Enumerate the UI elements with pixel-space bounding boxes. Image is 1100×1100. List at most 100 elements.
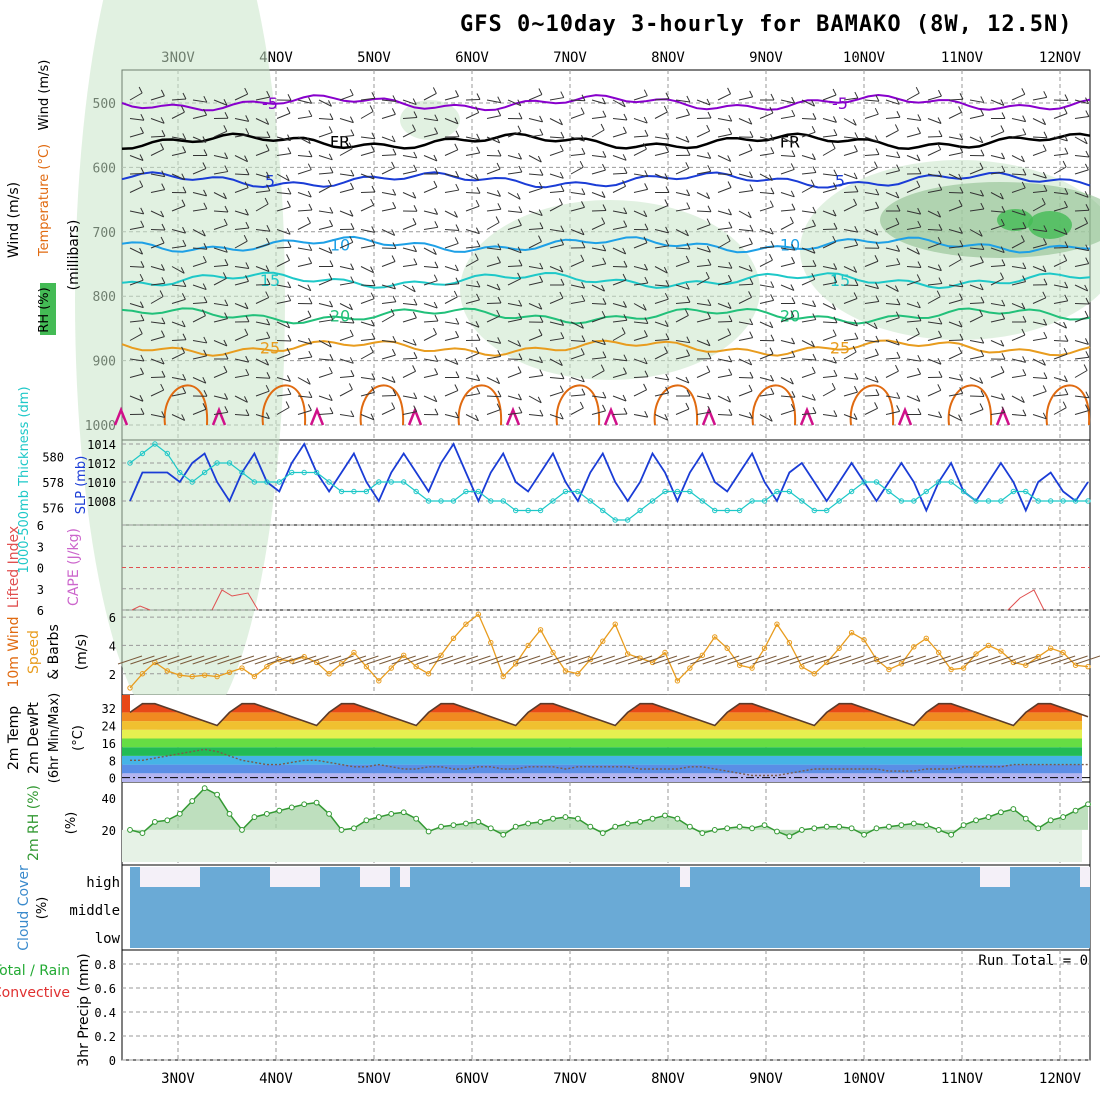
wind-speed-point (189, 673, 195, 680)
wind-barb (654, 173, 669, 180)
wind-speed-point (550, 649, 556, 656)
wind-barb (129, 226, 144, 230)
wind-barb-flag (749, 131, 754, 138)
wind-barb (339, 118, 354, 124)
wind-barb-flag (623, 407, 628, 415)
wind-barb (570, 353, 585, 360)
wind-speed-point (774, 621, 780, 627)
wind-barb-flag (979, 377, 984, 384)
thickness-point (637, 507, 643, 514)
wind-barb-flag (686, 95, 691, 103)
wind-barb (381, 113, 396, 119)
wind-barb (1053, 153, 1068, 156)
wind-barb-flag (161, 223, 166, 231)
wind-barb-flag (1083, 364, 1088, 371)
wind-barb-flag (749, 90, 754, 98)
rh-point (525, 820, 532, 827)
wind-barb (339, 358, 354, 364)
wind-barb (885, 317, 900, 323)
wind-barb-flag (203, 189, 208, 197)
wind-barb-flag (938, 317, 943, 325)
rh-point (898, 822, 905, 829)
wind-barb (1074, 169, 1089, 175)
wind-barb (1011, 93, 1025, 101)
wind-barb-10m (540, 655, 566, 665)
wind-barb-10m (839, 655, 864, 665)
wind-barb-flag (224, 299, 229, 306)
wind-barb (591, 155, 606, 158)
wind-barb (402, 170, 417, 175)
wind-barb-flag (980, 109, 985, 116)
wind-barb (318, 185, 332, 193)
wind-barb (759, 414, 773, 422)
x-tick-top: 8NOV (651, 50, 685, 66)
y-tick-slp: 1008 (87, 495, 116, 509)
surface-contour (947, 384, 993, 426)
wind-barb (927, 210, 941, 218)
wind-barb (234, 334, 248, 341)
wind-barb-flag (728, 355, 733, 363)
wind-barb-flag (349, 210, 354, 217)
y-tick-thickness: 580 (42, 451, 64, 465)
wind-barb (1032, 203, 1046, 212)
wind-barb-flag (265, 265, 270, 272)
wind-barb-flag (287, 334, 292, 342)
temp-band (122, 721, 1082, 730)
wind-barb (570, 206, 585, 212)
wind-barb-flag (1064, 241, 1069, 248)
wind-barb (297, 340, 312, 345)
wind-barb (612, 172, 628, 175)
wind-barb (780, 284, 795, 291)
wind-barb-flag (917, 314, 922, 322)
wind-barb (276, 112, 291, 119)
wind-barb (444, 210, 458, 218)
rh-point (873, 825, 880, 832)
wind-barb-flag (854, 238, 859, 246)
wind-barb (633, 188, 648, 193)
wind-barb (423, 303, 438, 309)
wind-barb-10m (889, 655, 914, 665)
wind-barb (360, 266, 374, 274)
wind-barb-flag (139, 301, 144, 308)
wind-barb-flag (957, 253, 962, 260)
wind-speed-point (500, 673, 506, 680)
wind-barb-flag (539, 409, 544, 417)
rh-point (338, 827, 345, 833)
wind-barb-flag (602, 351, 607, 358)
wind-barb-flag (896, 164, 901, 171)
wind-barb (843, 377, 858, 380)
contour-label: 15 (830, 271, 850, 290)
wind-barb-flag (917, 114, 922, 121)
wind-barb (843, 97, 858, 101)
wind-barb-10m (615, 655, 640, 665)
wind-barb (549, 97, 564, 101)
x-tick-bottom: 6NOV (455, 1071, 489, 1087)
wind-barb (843, 351, 857, 360)
wind-barb-flag (601, 191, 606, 198)
rh-point (798, 827, 805, 833)
wind-barb (234, 395, 248, 403)
wind-barb-flag (1042, 118, 1047, 125)
wind-barb-flag (686, 336, 691, 343)
wind-barb (423, 247, 437, 256)
wind-barb (1032, 337, 1047, 341)
wind-barb-flag (307, 190, 312, 198)
wind-barb-flag (686, 202, 691, 209)
wind-speed-point (998, 648, 1004, 654)
wind-barb (759, 299, 774, 304)
wind-barb (717, 210, 732, 216)
wind-barb-flag (244, 208, 249, 216)
wind-barb (402, 192, 416, 199)
rh-point (861, 831, 867, 838)
wind-barb-flag (181, 293, 186, 300)
wind-barb (1053, 136, 1068, 142)
thickness-point (189, 479, 195, 485)
wind-barb (360, 284, 376, 287)
cloud-clear (310, 867, 320, 887)
wind-barb (906, 279, 921, 286)
wind-barb-flag (560, 91, 565, 98)
contour-label: 25 (830, 339, 850, 358)
wind-barb-flag (181, 105, 185, 113)
y-tick-wind: 6 (109, 611, 116, 625)
wind-barb (969, 302, 985, 304)
